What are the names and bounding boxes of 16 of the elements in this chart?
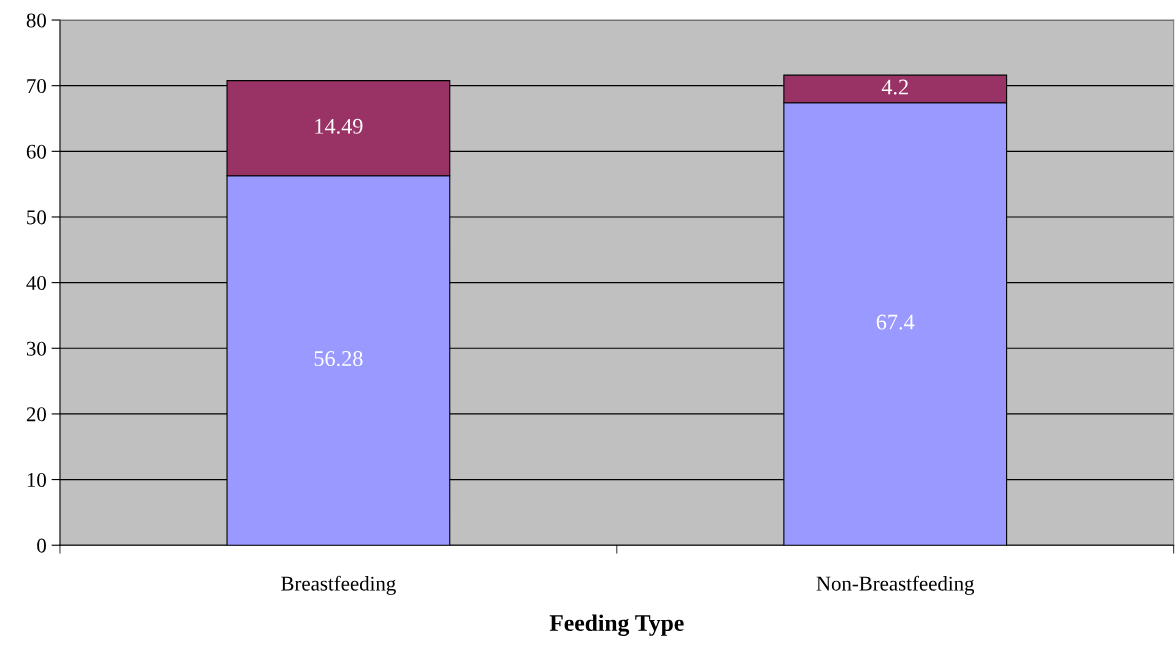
y-tick-label: 70: [27, 79, 46, 94]
y-tick-label: 40: [26, 276, 46, 291]
x-axis-title: Feeding Type: [549, 614, 684, 636]
x-tick-label: Non-Breastfeeding: [816, 575, 975, 595]
y-tick-label: 10: [27, 472, 46, 488]
y-tick-label: 0: [37, 538, 46, 553]
y-tick-label: 20: [26, 407, 46, 422]
x-tick-label: Breastfeeding: [281, 575, 396, 595]
y-tick-label: 80: [26, 13, 46, 28]
y-tick-label: 50: [27, 210, 46, 225]
data-label: 4.2: [881, 79, 908, 95]
y-tick-label: 30: [26, 341, 46, 356]
y-tick-label: 60: [26, 144, 46, 159]
data-label: 56.28: [314, 351, 363, 367]
data-label: 14.49: [315, 118, 363, 134]
data-label: 67.4: [876, 314, 915, 330]
